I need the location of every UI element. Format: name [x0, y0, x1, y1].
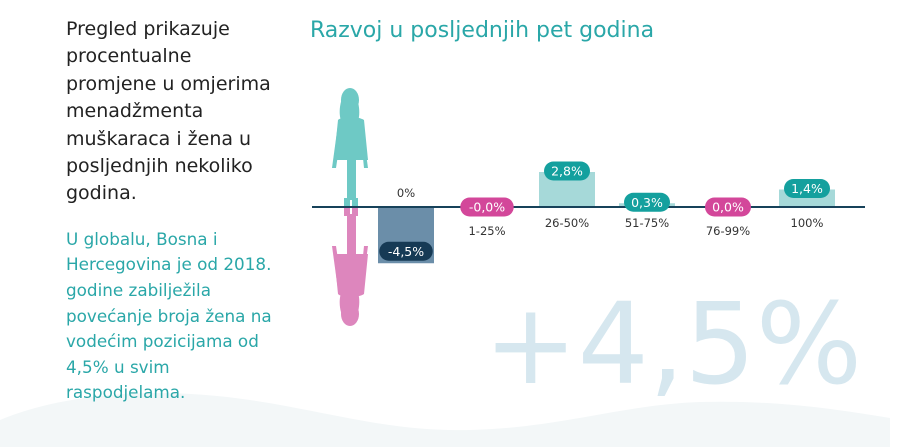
category-label: 1-25% [468, 224, 505, 238]
value-label: -0,0% [469, 200, 505, 215]
value-badge [624, 192, 670, 212]
value-badge [784, 179, 830, 198]
intro-paragraph: Pregled prikazuje procentualne promjene … [66, 18, 271, 205]
category-label: 26-50% [545, 216, 589, 230]
value-label: 2,8% [551, 164, 583, 179]
value-label: 0,0% [712, 200, 744, 215]
value-badge [379, 241, 433, 261]
category-label: 76-99% [706, 224, 750, 238]
value-badge [705, 197, 751, 217]
category-label: 51-75% [625, 216, 669, 230]
category-label: 0% [397, 186, 415, 200]
value-label: 0,3% [631, 195, 663, 210]
woman-silhouette-icon [332, 88, 368, 206]
woman-reflection-icon [332, 208, 368, 326]
big-number: +4,5% [484, 280, 862, 410]
value-label: 1,4% [791, 181, 823, 196]
value-label: -4,5% [388, 244, 424, 259]
value-badge [460, 197, 514, 217]
highlight-paragraph: U globalu, Bosna i Hercegovina je od 201… [66, 228, 272, 403]
value-badge [544, 161, 590, 181]
left-text-panel: Pregled prikazuje procentualne promjene … [66, 16, 281, 406]
chart-title: Razvoj u posljednjih pet godina [310, 18, 654, 43]
category-label: 100% [791, 216, 824, 230]
